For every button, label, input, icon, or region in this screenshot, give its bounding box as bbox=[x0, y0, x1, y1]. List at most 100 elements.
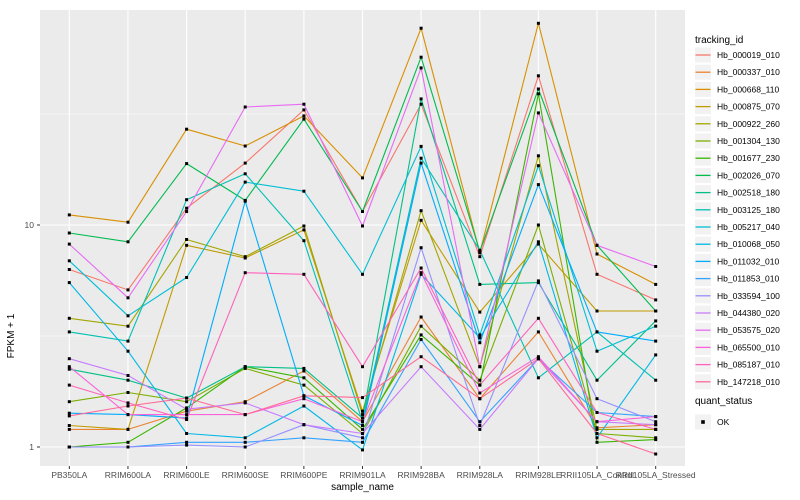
x-tick-label: RRII105LA_Control bbox=[560, 470, 634, 480]
quant-legend-title: quant_status bbox=[695, 396, 752, 407]
point-marker bbox=[67, 383, 71, 387]
point-marker bbox=[126, 445, 130, 449]
point-marker bbox=[478, 333, 482, 337]
point-marker bbox=[361, 210, 364, 213]
legend-item-label: Hb_044380_020 bbox=[717, 308, 780, 318]
point-marker bbox=[361, 272, 364, 276]
point-marker bbox=[67, 367, 71, 371]
legend-item-label: Hb_002026_070 bbox=[717, 170, 780, 180]
point-marker bbox=[126, 349, 130, 353]
point-marker bbox=[419, 97, 423, 101]
point-marker bbox=[302, 224, 306, 228]
point-marker bbox=[419, 271, 423, 275]
point-marker bbox=[419, 315, 423, 319]
legend-item-label: Hb_053575_020 bbox=[717, 325, 780, 335]
legend-item-label: Hb_003125_180 bbox=[717, 205, 780, 215]
point-marker bbox=[302, 114, 306, 118]
point-marker bbox=[536, 279, 540, 283]
point-marker bbox=[654, 436, 658, 440]
point-marker bbox=[67, 445, 71, 449]
point-marker bbox=[361, 420, 364, 424]
point-marker bbox=[361, 427, 364, 431]
y-tick-label: 1 bbox=[29, 442, 34, 452]
point-marker bbox=[654, 309, 658, 313]
point-marker bbox=[126, 240, 130, 244]
point-marker bbox=[302, 189, 306, 193]
x-axis-title: sample_name bbox=[331, 482, 394, 493]
point-marker bbox=[536, 74, 540, 78]
point-marker bbox=[419, 324, 423, 328]
point-marker bbox=[126, 427, 130, 431]
point-marker bbox=[595, 309, 599, 313]
legend-item-label: Hb_000337_010 bbox=[717, 67, 780, 77]
point-marker bbox=[185, 396, 189, 400]
x-tick-label: RRIM928BA bbox=[398, 470, 446, 480]
point-marker bbox=[654, 415, 658, 419]
point-marker bbox=[126, 288, 130, 292]
point-marker bbox=[243, 172, 247, 176]
point-marker bbox=[126, 374, 130, 377]
point-marker bbox=[126, 404, 130, 408]
point-marker bbox=[302, 394, 306, 398]
point-marker bbox=[654, 378, 658, 382]
point-marker bbox=[419, 272, 423, 276]
point-marker bbox=[361, 432, 364, 435]
legend-item-label: Hb_001677_230 bbox=[717, 153, 780, 163]
point-marker bbox=[536, 164, 540, 168]
quant-key-marker bbox=[701, 420, 705, 424]
legend-item-label: Hb_001304_130 bbox=[717, 136, 780, 146]
point-marker bbox=[302, 383, 306, 387]
point-marker bbox=[654, 324, 658, 328]
x-tick-label: RRIM600LE bbox=[163, 470, 210, 480]
point-marker bbox=[478, 427, 482, 431]
point-marker bbox=[243, 401, 247, 405]
point-marker bbox=[419, 156, 423, 160]
point-marker bbox=[536, 316, 540, 320]
point-marker bbox=[302, 369, 306, 373]
point-marker bbox=[536, 92, 540, 96]
point-marker bbox=[361, 365, 364, 369]
point-marker bbox=[302, 436, 306, 440]
point-marker bbox=[126, 296, 130, 300]
point-marker bbox=[361, 448, 364, 452]
point-marker bbox=[536, 330, 540, 334]
point-marker bbox=[243, 366, 247, 370]
point-marker bbox=[243, 445, 247, 449]
point-marker bbox=[419, 333, 423, 337]
point-marker bbox=[67, 231, 71, 235]
point-marker bbox=[243, 271, 247, 275]
point-marker bbox=[243, 199, 247, 203]
legend-item-label: Hb_147218_010 bbox=[717, 377, 780, 387]
point-marker bbox=[126, 378, 130, 382]
legend-item-label: Hb_000922_260 bbox=[717, 119, 780, 129]
point-marker bbox=[595, 432, 599, 435]
point-marker bbox=[536, 357, 540, 361]
point-marker bbox=[654, 265, 658, 268]
point-marker bbox=[302, 366, 306, 370]
point-marker bbox=[478, 365, 482, 369]
point-marker bbox=[536, 87, 540, 91]
point-marker bbox=[243, 144, 247, 148]
point-marker bbox=[478, 397, 482, 401]
point-marker bbox=[302, 404, 306, 408]
x-tick-label: RRIM600PE bbox=[280, 470, 328, 480]
point-marker bbox=[126, 440, 130, 444]
point-marker bbox=[595, 243, 599, 247]
point-marker bbox=[654, 339, 658, 343]
point-marker bbox=[185, 440, 189, 444]
point-marker bbox=[185, 210, 189, 213]
point-marker bbox=[419, 144, 423, 148]
point-marker bbox=[419, 161, 423, 165]
point-marker bbox=[361, 176, 364, 180]
point-marker bbox=[419, 218, 423, 222]
point-marker bbox=[654, 319, 658, 323]
point-marker bbox=[67, 357, 71, 361]
point-marker bbox=[185, 238, 189, 241]
point-marker bbox=[419, 26, 423, 30]
point-marker bbox=[302, 397, 306, 401]
legend-item-label: Hb_033594_100 bbox=[717, 291, 780, 301]
point-marker bbox=[595, 426, 599, 430]
point-marker bbox=[595, 420, 599, 424]
point-marker bbox=[243, 255, 247, 259]
